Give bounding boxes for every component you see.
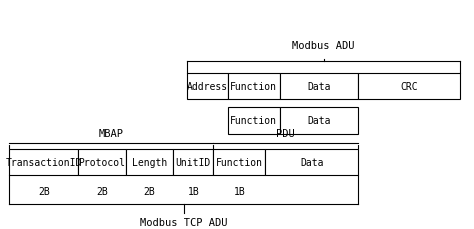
Text: UnitID: UnitID <box>175 157 211 167</box>
Text: PDU: PDU <box>276 129 295 139</box>
Text: Modbus ADU: Modbus ADU <box>292 41 355 50</box>
FancyBboxPatch shape <box>126 149 173 175</box>
Text: Modbus TCP ADU: Modbus TCP ADU <box>140 217 228 227</box>
Text: Protocol: Protocol <box>78 157 126 167</box>
FancyBboxPatch shape <box>213 149 265 175</box>
Text: 2B: 2B <box>96 186 108 196</box>
FancyBboxPatch shape <box>228 108 280 134</box>
Text: Address: Address <box>187 82 228 91</box>
Text: Data: Data <box>307 82 330 91</box>
FancyBboxPatch shape <box>9 149 78 175</box>
Text: Function: Function <box>230 116 277 126</box>
Text: Function: Function <box>230 82 277 91</box>
Text: CRC: CRC <box>400 82 418 91</box>
FancyBboxPatch shape <box>173 149 213 175</box>
Text: 1B: 1B <box>234 186 245 196</box>
Text: TransactionID: TransactionID <box>6 157 82 167</box>
FancyBboxPatch shape <box>228 73 280 100</box>
Text: 2B: 2B <box>38 186 50 196</box>
Text: Data: Data <box>307 116 330 126</box>
Text: Data: Data <box>300 157 323 167</box>
FancyBboxPatch shape <box>187 73 228 100</box>
Text: MBAP: MBAP <box>99 129 124 139</box>
FancyBboxPatch shape <box>358 73 460 100</box>
FancyBboxPatch shape <box>280 73 358 100</box>
FancyBboxPatch shape <box>78 149 126 175</box>
FancyBboxPatch shape <box>280 108 358 134</box>
Text: Length: Length <box>132 157 167 167</box>
Text: 1B: 1B <box>188 186 199 196</box>
Text: Function: Function <box>216 157 263 167</box>
Text: 2B: 2B <box>144 186 155 196</box>
FancyBboxPatch shape <box>265 149 358 175</box>
